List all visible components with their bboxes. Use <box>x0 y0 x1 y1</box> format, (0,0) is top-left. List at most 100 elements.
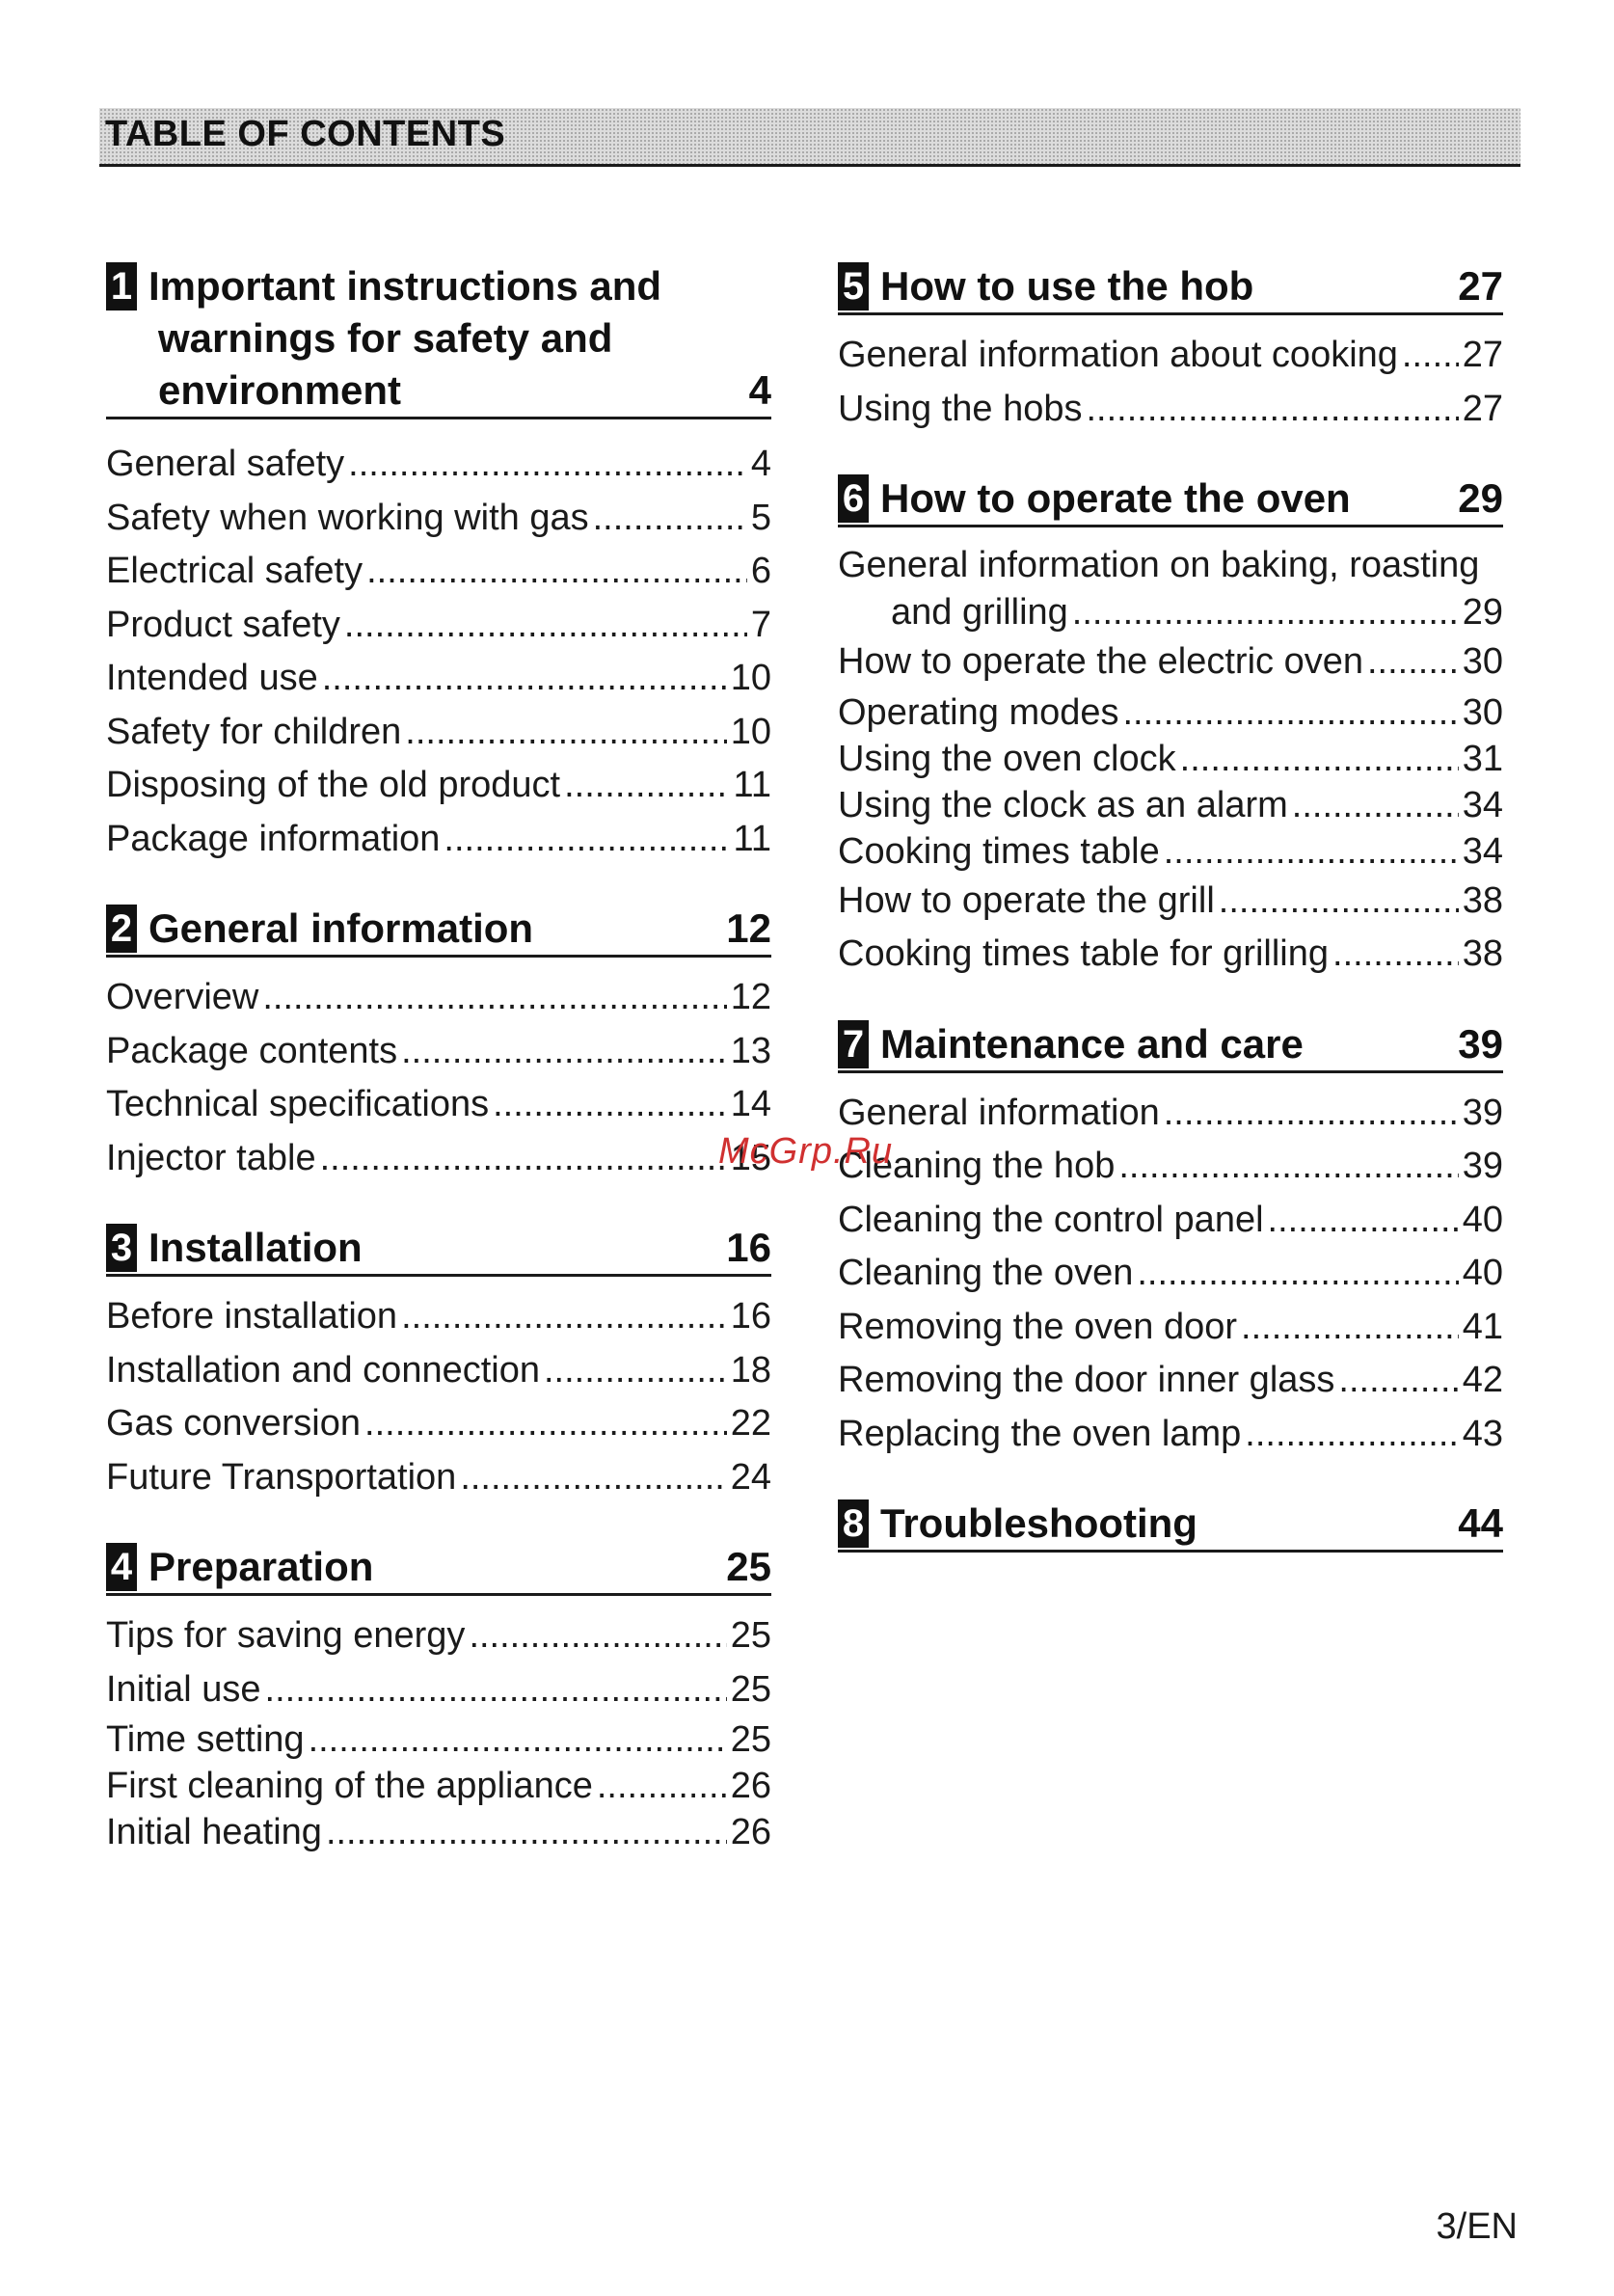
toc-entry[interactable]: Injector table15 <box>106 1132 771 1186</box>
leader-dots <box>1118 1140 1458 1194</box>
toc-entry[interactable]: Initial heating26 <box>106 1809 771 1855</box>
toc-entry[interactable]: Technical specifications14 <box>106 1078 771 1132</box>
leader-dots <box>1241 1301 1459 1355</box>
toc-entry[interactable]: General information39 <box>838 1087 1503 1141</box>
toc-entry[interactable]: Tips for saving energy25 <box>106 1609 771 1663</box>
toc-entry[interactable]: Initial use25 <box>106 1663 771 1717</box>
leader-dots <box>1180 736 1459 782</box>
toc-entry[interactable]: Cleaning the oven40 <box>838 1247 1503 1301</box>
section-3-entries: Before installation16 Installation and c… <box>106 1290 771 1504</box>
section-6-heading[interactable]: 6 How to operate the oven 29 <box>838 473 1503 527</box>
section-page: 27 <box>1458 263 1503 309</box>
leader-dots <box>1087 383 1459 437</box>
leader-dots <box>401 1290 727 1344</box>
section-2: 2 General information 12 <box>106 903 771 958</box>
section-page: 29 <box>1458 475 1503 521</box>
leader-dots <box>348 438 747 492</box>
toc-entry[interactable]: Cooking times table34 <box>838 828 1503 875</box>
section-3: 3 Installation 16 <box>106 1222 771 1277</box>
section-5-heading[interactable]: 5 How to use the hob 27 <box>838 260 1503 315</box>
section-number: 2 <box>106 905 137 953</box>
section-page: 4 <box>748 367 771 413</box>
leader-dots <box>1123 689 1459 736</box>
section-7-heading[interactable]: 7 Maintenance and care 39 <box>838 1018 1503 1073</box>
leader-dots <box>265 1663 727 1717</box>
toc-entry[interactable]: Removing the door inner glass42 <box>838 1354 1503 1408</box>
leader-dots <box>1402 329 1459 383</box>
leader-dots <box>564 759 729 813</box>
section-number: 1 <box>106 262 137 311</box>
leader-dots <box>593 492 747 546</box>
leader-dots <box>1072 589 1459 635</box>
leader-dots <box>544 1344 727 1398</box>
section-3-heading[interactable]: 3 Installation 16 <box>106 1222 771 1277</box>
leader-dots <box>1338 1354 1458 1408</box>
toc-entry[interactable]: Replacing the oven lamp43 <box>838 1408 1503 1462</box>
section-page: 39 <box>1458 1020 1503 1067</box>
leader-dots <box>1268 1194 1459 1248</box>
leader-dots <box>1367 635 1459 689</box>
toc-entry[interactable]: and grilling29 <box>838 589 1503 635</box>
section-4: 4 Preparation 25 <box>106 1541 771 1596</box>
section-title: General information <box>148 905 534 951</box>
section-8: 8 Troubleshooting 44 <box>838 1498 1503 1553</box>
leader-dots <box>1292 782 1459 828</box>
toc-entry[interactable]: Safety when working with gas5 <box>106 492 771 546</box>
toc-entry[interactable]: Cleaning the control panel40 <box>838 1194 1503 1248</box>
toc-entry[interactable]: Cooking times table for grilling38 <box>838 928 1503 982</box>
toc-entry[interactable]: Disposing of the old product11 <box>106 759 771 813</box>
section-1: 1 Important instructions and warnings fo… <box>106 260 771 424</box>
leader-dots <box>262 971 726 1025</box>
section-title: How to use the hob <box>880 263 1254 309</box>
toc-entry[interactable]: Intended use10 <box>106 652 771 706</box>
section-title: How to operate the oven <box>880 475 1351 521</box>
toc-entry[interactable]: Future Transportation24 <box>106 1451 771 1505</box>
toc-entry[interactable]: General information about cooking27 <box>838 329 1503 383</box>
leader-dots <box>444 813 729 867</box>
toc-entry[interactable]: Using the oven clock31 <box>838 736 1503 782</box>
leader-dots <box>460 1451 726 1505</box>
toc-entry[interactable]: General safety4 <box>106 438 771 492</box>
toc-entry[interactable]: How to operate the electric oven30 <box>838 635 1503 689</box>
toc-heading: TABLE OF CONTENTS <box>105 114 506 154</box>
section-1-entries: General safety4 Safety when working with… <box>106 438 771 866</box>
toc-entry[interactable]: Using the clock as an alarm34 <box>838 782 1503 828</box>
toc-entry[interactable]: Package contents13 <box>106 1025 771 1079</box>
section-page: 12 <box>726 905 771 951</box>
page-number: 3/EN <box>1436 2206 1518 2247</box>
toc-entry-wrapped-line[interactable]: General information on baking, roasting <box>838 545 1480 585</box>
right-column: 5 How to use the hob 27 General informat… <box>838 260 1503 1553</box>
toc-entry[interactable]: Time setting25 <box>106 1716 771 1763</box>
leader-dots <box>326 1809 727 1855</box>
toc-entry[interactable]: Installation and connection18 <box>106 1344 771 1398</box>
section-1-heading[interactable]: 1 Important instructions and warnings fo… <box>106 260 771 419</box>
toc-entry[interactable]: Operating modes30 <box>838 689 1503 736</box>
section-6-entries: General information on baking, roasting … <box>838 541 1503 982</box>
section-4-heading[interactable]: 4 Preparation 25 <box>106 1541 771 1596</box>
section-title: Important instructions and warnings for … <box>148 263 662 413</box>
leader-dots <box>364 1397 727 1451</box>
toc-entry[interactable]: Removing the oven door41 <box>838 1301 1503 1355</box>
section-2-heading[interactable]: 2 General information 12 <box>106 903 771 958</box>
toc-entry[interactable]: First cleaning of the appliance26 <box>106 1763 771 1809</box>
toc-entry[interactable]: Using the hobs27 <box>838 383 1503 437</box>
toc-entry[interactable]: Product safety7 <box>106 599 771 653</box>
toc-entry[interactable]: Gas conversion22 <box>106 1397 771 1451</box>
section-8-heading[interactable]: 8 Troubleshooting 44 <box>838 1498 1503 1553</box>
toc-entry[interactable]: Package information11 <box>106 813 771 867</box>
leader-dots <box>1332 928 1459 982</box>
leader-dots <box>1164 1087 1459 1141</box>
section-number: 8 <box>838 1499 869 1548</box>
left-column: 1 Important instructions and warnings fo… <box>106 260 771 1855</box>
toc-entry[interactable]: Safety for children10 <box>106 706 771 760</box>
toc-entry[interactable]: Before installation16 <box>106 1290 771 1344</box>
section-title: Maintenance and care <box>880 1020 1304 1067</box>
toc-entry[interactable]: Overview12 <box>106 971 771 1025</box>
section-7-entries: General information39 Cleaning the hob39… <box>838 1087 1503 1462</box>
toc-entry[interactable]: Cleaning the hob39 <box>838 1140 1503 1194</box>
toc-entry[interactable]: Electrical safety6 <box>106 545 771 599</box>
section-5: 5 How to use the hob 27 <box>838 260 1503 315</box>
section-number: 7 <box>838 1019 869 1068</box>
leader-dots <box>1137 1247 1458 1301</box>
toc-entry[interactable]: How to operate the grill38 <box>838 875 1503 929</box>
